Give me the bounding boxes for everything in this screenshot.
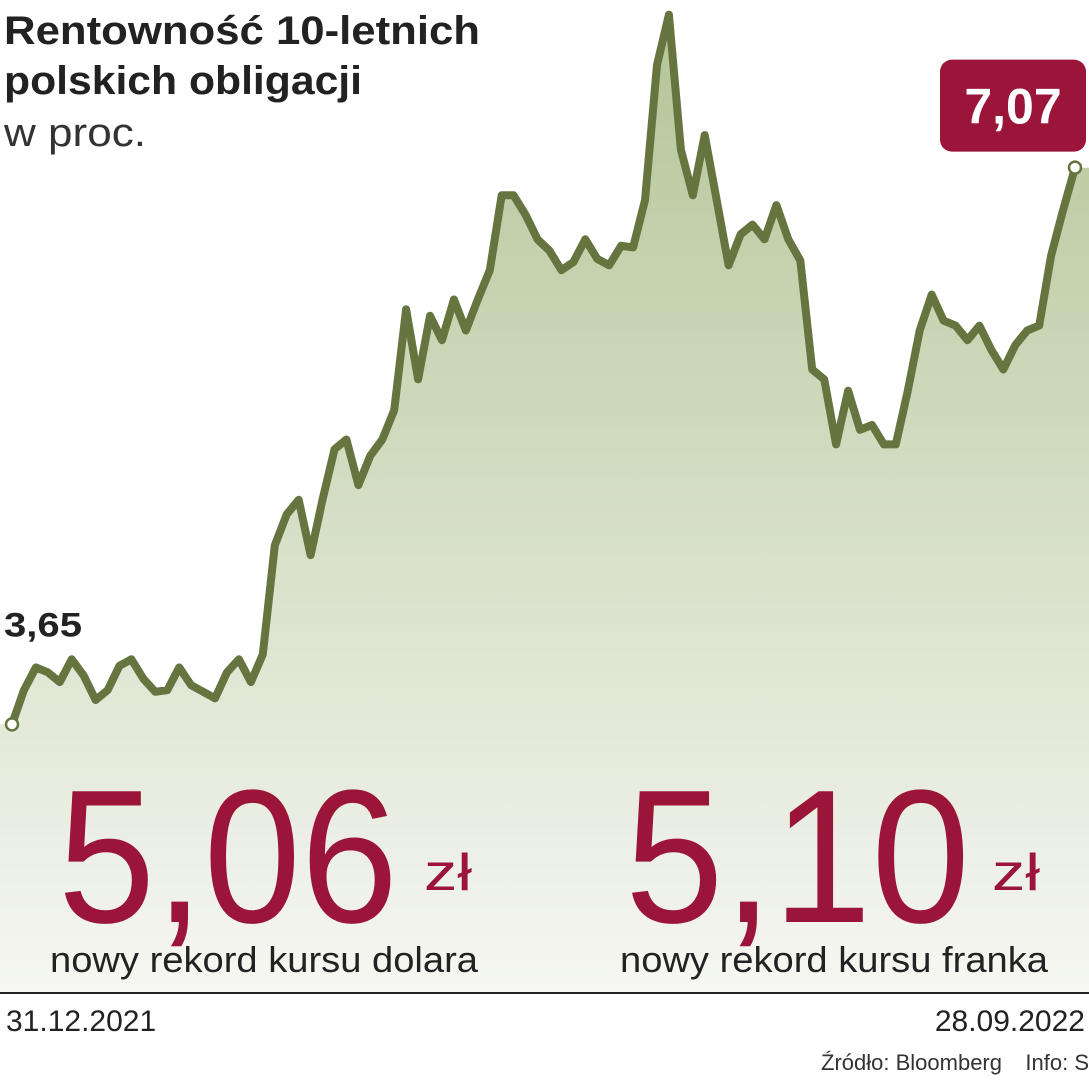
annotation-unit: zł: [992, 844, 1041, 902]
value-label: 3,65: [4, 606, 82, 644]
chart-title: Rentowność 10-letnich: [4, 9, 480, 53]
value-label-box: [940, 59, 1086, 152]
value-label: 7,07: [964, 79, 1061, 135]
x-tick-label: 28.09.2022: [935, 1005, 1085, 1038]
annotation-unit: zł: [424, 844, 473, 902]
source: Źródło: Bloomberg: [821, 1050, 1002, 1075]
point: [4, 717, 20, 732]
point: [1067, 160, 1083, 175]
area: [0, 14, 1089, 993]
x-tick-label: 31.12.2021: [6, 1005, 156, 1038]
plot: [0, 10, 1089, 993]
line: [8, 10, 1079, 729]
annotation-text: nowy rekord kursu dolara: [50, 939, 479, 980]
credit: Info: S: [1025, 1050, 1089, 1075]
annotation-value: 5,10: [625, 751, 970, 963]
chart-subtitle: w proc.: [3, 111, 146, 155]
annotation-text: nowy rekord kursu franka: [620, 939, 1049, 980]
chart-title: polskich obligacji: [4, 59, 362, 103]
annotation-value: 5,06: [58, 751, 398, 963]
